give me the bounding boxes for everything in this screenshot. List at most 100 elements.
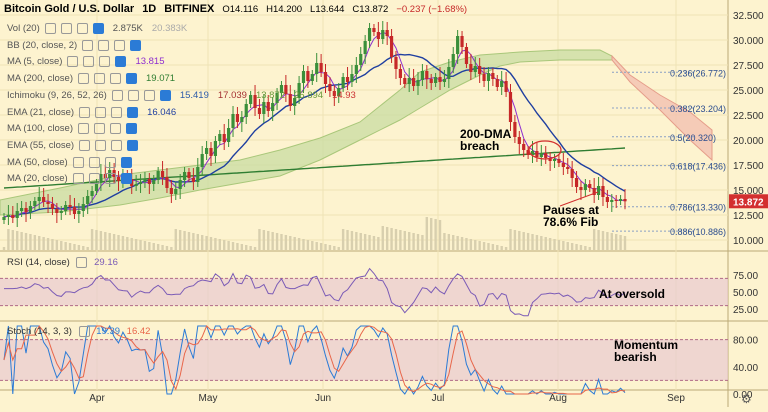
volume-bar (205, 236, 208, 250)
indicator-row[interactable]: Vol (20) 2.875K 20.383K (7, 22, 187, 35)
indicator-action-icon[interactable] (95, 106, 107, 118)
indicator-action-icon[interactable] (83, 56, 95, 68)
symbol-title[interactable]: Bitcoin Gold / U.S. Dollar (4, 3, 135, 15)
indicator-row[interactable]: MA (20, close) (7, 172, 132, 185)
volume-bar (262, 230, 266, 250)
indicator-row[interactable]: EMA (55, close) (7, 139, 139, 152)
indicator-action-icon[interactable] (72, 173, 84, 185)
indicator-action-icon[interactable] (111, 89, 123, 101)
settings-icon[interactable] (130, 39, 142, 51)
indicator-row[interactable]: MA (50, close) (7, 156, 132, 169)
indicator-row[interactable]: MA (200, close) 19.071 (7, 72, 175, 85)
candle-body (618, 199, 623, 201)
indicator-action-icon[interactable] (82, 39, 94, 51)
indicator-action-icon[interactable] (72, 156, 84, 168)
settings-icon[interactable] (126, 73, 137, 85)
candle-body (77, 211, 81, 214)
volume-bar (614, 234, 618, 250)
volume-bar (90, 229, 94, 250)
indicator-action-icon[interactable] (104, 173, 116, 185)
settings-icon[interactable] (126, 123, 137, 135)
indicator-row[interactable]: Ichimoku (9, 26, 52, 26) 15.419 17.039 13.8… (7, 89, 356, 102)
volume-bar (496, 245, 499, 250)
volume-bar (183, 231, 186, 250)
indicator-action-icon[interactable] (110, 123, 121, 135)
candle-body (610, 200, 614, 202)
indicator-action-icon[interactable] (104, 156, 116, 168)
volume-bar (187, 232, 191, 250)
volume-bar (271, 232, 274, 250)
indicator-row[interactable]: EMA (21, close) 16.046 (7, 106, 176, 119)
indicator-action-icon[interactable] (94, 73, 105, 85)
settings-icon[interactable] (115, 56, 127, 68)
volume-bar (68, 243, 72, 250)
indicator-row[interactable]: MA (5, close) 13.815 (7, 55, 165, 68)
candle-body (2, 217, 6, 220)
volume-bar (24, 233, 28, 250)
candle-body (429, 79, 433, 83)
candle-body (570, 169, 574, 178)
gear-icon[interactable]: ⚙ (741, 392, 752, 406)
indicator-action-icon[interactable] (94, 123, 105, 135)
indicator-action-icon[interactable] (99, 56, 111, 68)
candle-body (596, 186, 601, 195)
indicator-action-icon[interactable] (127, 89, 139, 101)
volume-bar (434, 219, 437, 250)
time-tick-label: Apr (89, 393, 105, 404)
indicator-row[interactable]: BB (20, close, 2) (7, 39, 142, 52)
indicator-action-icon[interactable] (44, 23, 56, 34)
candle-body (301, 71, 306, 83)
settings-icon[interactable] (120, 173, 132, 185)
indicator-action-icon[interactable] (67, 56, 79, 68)
volume-bar (597, 230, 600, 250)
volume-bar (421, 235, 424, 250)
indicator-action-icon[interactable] (76, 23, 88, 34)
indicator-action-icon[interactable] (143, 89, 155, 101)
indicator-action-icon[interactable] (78, 123, 89, 135)
indicator-value: 17.039 (217, 89, 247, 101)
indicator-row[interactable]: MA (100, close) (7, 122, 137, 135)
indicator-action-icon[interactable] (98, 39, 110, 51)
indicator-action-icon[interactable] (79, 106, 91, 118)
candle-body (337, 88, 341, 96)
candle-body (332, 91, 336, 96)
volume-bar (403, 231, 406, 250)
candle-body (204, 148, 209, 154)
volume-bar (161, 245, 164, 250)
indicator-action-icon[interactable] (79, 139, 91, 151)
volume-bar (218, 239, 222, 250)
candle-body (614, 200, 618, 201)
volume-bar (64, 242, 67, 250)
indicator-action-icon[interactable] (95, 139, 107, 151)
settings-icon[interactable] (127, 139, 139, 151)
settings-icon[interactable] (127, 106, 139, 118)
volume-bar (500, 246, 503, 250)
indicator-action-icon[interactable] (60, 23, 72, 34)
candle-body (130, 179, 134, 186)
candle-body (200, 154, 204, 167)
indicator-action-icon[interactable] (88, 156, 100, 168)
candle-body (363, 41, 367, 54)
volume-bar (465, 238, 468, 250)
volume-bar (297, 238, 301, 250)
candle-body (323, 72, 328, 84)
candle-body (372, 28, 376, 32)
indicator-action-icon[interactable] (111, 139, 123, 151)
candle-body (601, 186, 605, 197)
settings-icon[interactable] (92, 23, 104, 34)
settings-icon[interactable] (120, 156, 132, 168)
volume-bar (456, 236, 459, 250)
indicator-action-icon[interactable] (88, 173, 100, 185)
current-price-label: 13.872 (733, 197, 764, 208)
candle-body (469, 64, 473, 72)
indicator-action-icon[interactable] (111, 106, 123, 118)
candle-body (244, 104, 248, 117)
interval-label[interactable]: 1D (142, 3, 157, 15)
indicator-action-icon[interactable] (110, 73, 121, 85)
candle-body (240, 117, 244, 122)
settings-icon[interactable] (159, 89, 171, 101)
indicator-action-icon[interactable] (78, 73, 89, 85)
candle-body (464, 47, 469, 64)
indicator-action-icon[interactable] (114, 39, 126, 51)
